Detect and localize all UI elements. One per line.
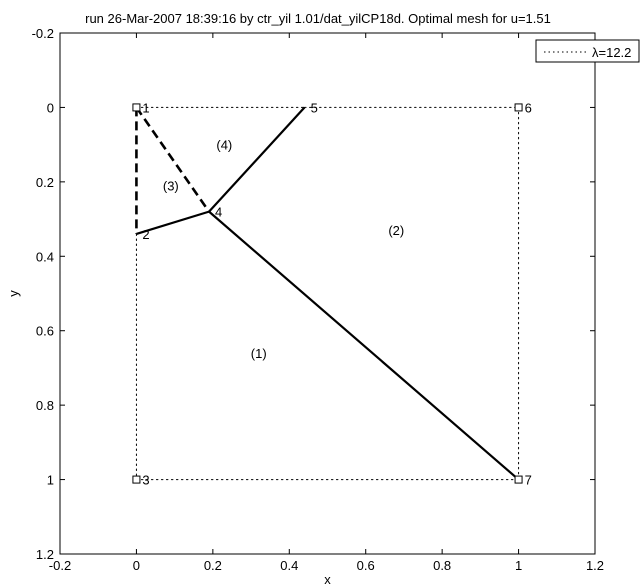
region-label: (2)	[388, 223, 404, 238]
axes-box	[59, 32, 596, 555]
y-tick-label: 0.4	[36, 249, 54, 264]
y-tick-label: 0.2	[36, 175, 54, 190]
x-axis-label: x	[324, 572, 331, 587]
mesh-nodes: 1 2 3 4 5 6 7	[132, 100, 532, 488]
node-marker-7	[514, 475, 523, 484]
mesh-edges	[135, 106, 520, 481]
legend-entry: λ=12.2	[592, 45, 631, 60]
y-tick-label: 0.6	[36, 324, 54, 339]
node-label-3: 3	[142, 473, 149, 488]
mesh-edge-4-5	[208, 106, 306, 213]
mesh-edge-1-4	[135, 106, 211, 213]
legend: λ=12.2	[535, 39, 640, 63]
y-tick-label: -0.2	[32, 26, 54, 41]
node-marker-1	[132, 103, 141, 112]
y-tick-label: 1	[47, 473, 54, 488]
legend-box	[535, 39, 640, 63]
region-label: (1)	[251, 346, 267, 361]
x-tick-label: 1	[515, 558, 522, 573]
x-tick-label: 0.8	[433, 558, 451, 573]
node-marker-6	[514, 103, 523, 112]
x-tick-label: 0	[133, 558, 140, 573]
region-label: (4)	[216, 138, 232, 153]
mesh-edge-4-7	[208, 210, 520, 481]
node-label-2: 2	[142, 227, 149, 242]
node-label-4: 4	[215, 205, 222, 220]
y-tick-label: 0	[47, 100, 54, 115]
y-axis-label: y	[6, 290, 21, 297]
region-label: (3)	[163, 179, 179, 194]
node-label-6: 6	[525, 100, 532, 115]
x-tick-label: 0.6	[357, 558, 375, 573]
region-labels: (1) (2) (3) (4)	[163, 138, 404, 361]
x-tick-label: 0.4	[280, 558, 298, 573]
x-tick-label: 1.2	[586, 558, 604, 573]
axis-ticks: -0.2 0 0.2 0.4 0.6 0.8 1 1.2-0.200.20.40.60.811…	[32, 26, 604, 573]
node-label-5: 5	[311, 100, 318, 115]
node-marker-3	[132, 475, 141, 484]
y-tick-label: 1.2	[36, 547, 54, 562]
node-label-1: 1	[142, 100, 149, 115]
x-tick-label: -0.2	[49, 558, 71, 573]
y-tick-label: 0.8	[36, 398, 54, 413]
x-tick-label: 0.2	[204, 558, 222, 573]
chart-title: run 26-Mar-2007 18:39:16 by ctr_yil 1.01…	[85, 11, 551, 26]
node-label-7: 7	[525, 473, 532, 488]
mesh-edge-2-4	[136, 210, 210, 236]
